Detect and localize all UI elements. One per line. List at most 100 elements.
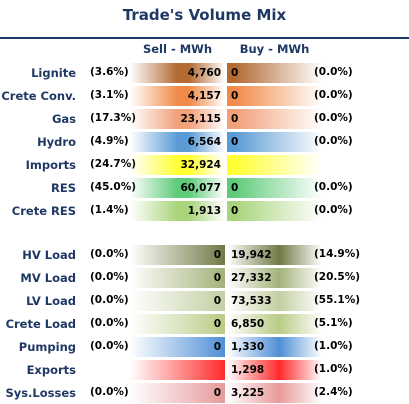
sell-value: 1,913 bbox=[187, 205, 221, 217]
table-row: Imports (24.7%) 32,924 bbox=[0, 154, 409, 176]
row-label: Lignite bbox=[31, 66, 76, 80]
buy-percent: (5.1%) bbox=[314, 317, 353, 329]
buy-percent: (20.5%) bbox=[314, 271, 361, 283]
buy-value: 27,332 bbox=[231, 272, 272, 284]
sell-percent: (0.0%) bbox=[90, 317, 129, 329]
sell-percent: (4.9%) bbox=[90, 135, 129, 147]
sell-value-cell: 4,157 bbox=[130, 86, 225, 106]
row-label: MV Load bbox=[20, 271, 76, 285]
row-label: Exports bbox=[26, 363, 76, 377]
sell-percent: (45.0%) bbox=[90, 181, 137, 193]
sell-value-cell: 23,115 bbox=[130, 109, 225, 129]
sell-value: 32,924 bbox=[180, 159, 221, 171]
sell-value-cell: 6,564 bbox=[130, 132, 225, 152]
buy-value-cell: 0 bbox=[227, 63, 322, 83]
sell-value: 0 bbox=[213, 341, 221, 353]
sell-value-cell bbox=[130, 360, 225, 380]
buy-value: 0 bbox=[231, 113, 239, 125]
sell-value-cell: 0 bbox=[130, 314, 225, 334]
row-label: Crete Load bbox=[5, 317, 76, 331]
table-row: Crete Load (0.0%) 0 6,850 (5.1%) bbox=[0, 313, 409, 335]
buy-value-cell: 3,225 bbox=[227, 383, 322, 403]
buy-value: 0 bbox=[231, 136, 239, 148]
buy-value-cell: 6,850 bbox=[227, 314, 322, 334]
buy-value-cell bbox=[227, 155, 322, 175]
buy-percent: (2.4%) bbox=[314, 386, 353, 398]
buy-percent: (0.0%) bbox=[314, 204, 353, 216]
sell-percent: (3.1%) bbox=[90, 89, 129, 101]
buy-value-cell: 0 bbox=[227, 178, 322, 198]
buy-value: 0 bbox=[231, 205, 239, 217]
row-label: Gas bbox=[51, 112, 76, 126]
sell-value: 4,760 bbox=[187, 67, 221, 79]
sell-value: 0 bbox=[213, 318, 221, 330]
sell-percent: (0.0%) bbox=[90, 294, 129, 306]
row-label: Crete Conv. bbox=[1, 89, 76, 103]
buy-percent: (1.0%) bbox=[314, 363, 353, 375]
table-row: Exports 1,298 (1.0%) bbox=[0, 359, 409, 381]
buy-value-cell: 0 bbox=[227, 109, 322, 129]
buy-value-cell: 1,330 bbox=[227, 337, 322, 357]
sell-value-cell: 4,760 bbox=[130, 63, 225, 83]
table-row: Crete RES (1.4%) 1,913 0 (0.0%) bbox=[0, 200, 409, 222]
chart-title: Trade's Volume Mix bbox=[122, 6, 287, 24]
sell-percent: (1.4%) bbox=[90, 204, 129, 216]
table-row: Crete Conv. (3.1%) 4,157 0 (0.0%) bbox=[0, 85, 409, 107]
buy-value: 0 bbox=[231, 67, 239, 79]
row-label: Hydro bbox=[37, 135, 76, 149]
buy-value-cell: 0 bbox=[227, 86, 322, 106]
buy-value: 6,850 bbox=[231, 318, 265, 330]
table-row: LV Load (0.0%) 0 73,533 (55.1%) bbox=[0, 290, 409, 312]
row-label: HV Load bbox=[22, 248, 76, 262]
sell-percent: (0.0%) bbox=[90, 386, 129, 398]
table-row: Gas (17.3%) 23,115 0 (0.0%) bbox=[0, 108, 409, 130]
table-row: MV Load (0.0%) 0 27,332 (20.5%) bbox=[0, 267, 409, 289]
buy-value-cell: 27,332 bbox=[227, 268, 322, 288]
sell-percent: (0.0%) bbox=[90, 271, 129, 283]
sell-value: 0 bbox=[213, 387, 221, 399]
buy-value-cell: 73,533 bbox=[227, 291, 322, 311]
row-label: Imports bbox=[25, 158, 76, 172]
sell-value: 6,564 bbox=[187, 136, 221, 148]
sell-value: 23,115 bbox=[180, 113, 221, 125]
sell-value: 0 bbox=[213, 249, 221, 261]
table-row: Pumping (0.0%) 0 1,330 (1.0%) bbox=[0, 336, 409, 358]
table-row: Sys.Losses (0.0%) 0 3,225 (2.4%) bbox=[0, 382, 409, 404]
buy-percent: (0.0%) bbox=[314, 181, 353, 193]
sell-percent: (0.0%) bbox=[90, 340, 129, 352]
buy-value: 1,298 bbox=[231, 364, 265, 376]
sell-percent: (3.6%) bbox=[90, 66, 129, 78]
table-row: Lignite (3.6%) 4,760 0 (0.0%) bbox=[0, 62, 409, 84]
title-divider bbox=[0, 37, 409, 39]
buy-value: 3,225 bbox=[231, 387, 265, 399]
row-label: LV Load bbox=[26, 294, 76, 308]
buy-percent: (0.0%) bbox=[314, 89, 353, 101]
table-row: HV Load (0.0%) 0 19,942 (14.9%) bbox=[0, 244, 409, 266]
buy-value-cell: 0 bbox=[227, 132, 322, 152]
sell-value: 4,157 bbox=[187, 90, 221, 102]
sell-value: 60,077 bbox=[180, 182, 221, 194]
buy-value-cell: 1,298 bbox=[227, 360, 322, 380]
buy-percent: (14.9%) bbox=[314, 248, 361, 260]
buy-value: 19,942 bbox=[231, 249, 272, 261]
sell-value-cell: 0 bbox=[130, 337, 225, 357]
sell-value-cell: 60,077 bbox=[130, 178, 225, 198]
sell-value-cell: 0 bbox=[130, 291, 225, 311]
buy-percent: (0.0%) bbox=[314, 112, 353, 124]
buy-percent: (1.0%) bbox=[314, 340, 353, 352]
buy-value-cell: 19,942 bbox=[227, 245, 322, 265]
row-label: Pumping bbox=[18, 340, 76, 354]
sell-value-cell: 0 bbox=[130, 268, 225, 288]
buy-value-cell: 0 bbox=[227, 201, 322, 221]
sell-value: 0 bbox=[213, 272, 221, 284]
sell-value-cell: 0 bbox=[130, 245, 225, 265]
buy-value: 1,330 bbox=[231, 341, 265, 353]
buy-percent: (0.0%) bbox=[314, 135, 353, 147]
row-label: Crete RES bbox=[11, 204, 76, 218]
sell-value-cell: 32,924 bbox=[130, 155, 225, 175]
buy-percent: (0.0%) bbox=[314, 66, 353, 78]
sell-percent: (0.0%) bbox=[90, 248, 129, 260]
buy-value: 73,533 bbox=[231, 295, 272, 307]
sell-value-cell: 0 bbox=[130, 383, 225, 403]
buy-value: 0 bbox=[231, 182, 239, 194]
